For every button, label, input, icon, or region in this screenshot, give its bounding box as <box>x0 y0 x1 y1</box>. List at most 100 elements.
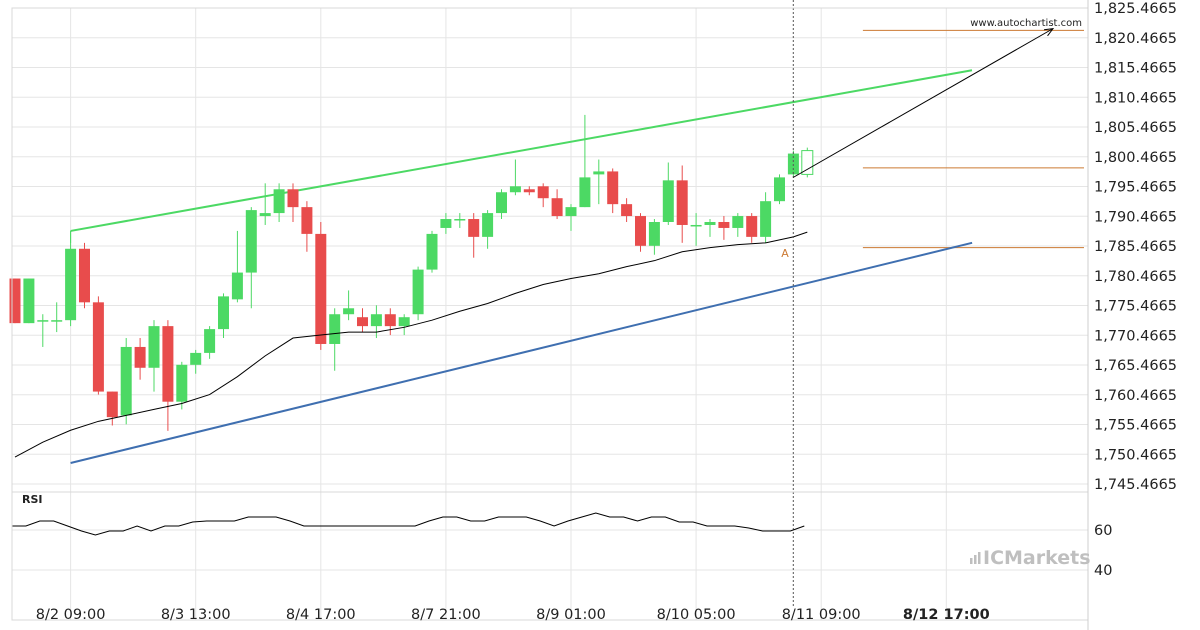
bullish-candle <box>412 269 424 315</box>
moving-average-layer <box>14 231 808 458</box>
bullish-candle <box>760 201 772 237</box>
bearish-candle <box>621 204 633 217</box>
price-tick-label: 1,785.4665 <box>1094 239 1177 255</box>
rsi-line <box>12 512 805 536</box>
bearish-candle <box>287 189 299 208</box>
projection-arrow-head <box>1044 27 1055 37</box>
time-tick-label: 8/3 13:00 <box>161 607 231 623</box>
grid-layer <box>12 7 1088 620</box>
bearish-candle <box>468 219 480 237</box>
bullish-candle <box>482 213 494 237</box>
bullish-candle <box>774 177 785 202</box>
price-axis: 1,825.4665 1,820.4665 1,815.4665 1,810.4665… <box>1094 1 1177 579</box>
price-tick-label: 1,770.4665 <box>1094 328 1177 344</box>
moving-average-line <box>14 231 808 458</box>
bullish-candle <box>329 314 341 344</box>
bullish-candle <box>565 207 577 217</box>
bullish-candle <box>190 352 202 365</box>
price-tick-label: 1,795.4665 <box>1094 180 1177 196</box>
bearish-candle <box>718 222 730 228</box>
price-tick-label: 1,790.4665 <box>1094 209 1177 225</box>
bullish-candle <box>176 364 188 402</box>
watermark-text: www.autochartist.com <box>970 18 1082 29</box>
bearish-candle <box>551 198 563 217</box>
bullish-candle <box>51 320 63 322</box>
bearish-candle <box>357 317 368 327</box>
trend-lines <box>70 69 973 464</box>
current-candle <box>801 150 814 175</box>
time-tick-label: 8/10 05:00 <box>657 607 736 623</box>
rsi-grid-layer <box>12 529 1088 571</box>
price-tick-label: 1,815.4665 <box>1094 61 1177 77</box>
bearish-candle <box>676 180 688 225</box>
bullish-candle <box>704 222 716 225</box>
rsi-title: RSI <box>22 493 43 506</box>
pattern-point-label: A <box>781 247 789 260</box>
bullish-candle <box>454 219 466 221</box>
time-tick-label: 8/7 21:00 <box>411 607 481 623</box>
bearish-candle <box>537 186 549 199</box>
bullish-candle <box>440 219 452 228</box>
bearish-candle <box>134 346 146 368</box>
bullish-candle <box>370 314 382 327</box>
time-tick-label: 8/4 17:00 <box>286 607 356 623</box>
bearish-candle <box>635 216 646 246</box>
bullish-candle <box>426 233 438 270</box>
price-tick-label: 1,805.4665 <box>1094 120 1177 136</box>
bearish-candle <box>384 314 396 327</box>
support-trendline <box>70 241 973 464</box>
time-tick-label: 8/11 09:00 <box>782 607 861 623</box>
plot-frame <box>11 7 1089 621</box>
marker-layer: A <box>781 0 1055 608</box>
bullish-candle <box>231 272 243 300</box>
bullish-candle <box>37 320 49 322</box>
brand-name: ICMarkets <box>983 547 1091 569</box>
time-tick-label: 8/2 09:00 <box>36 607 106 623</box>
price-tick-label: 1,780.4665 <box>1094 269 1177 285</box>
bullish-candle <box>120 346 132 416</box>
bullish-candle <box>148 326 160 368</box>
bullish-candle <box>509 186 521 193</box>
bearish-candle <box>523 189 535 193</box>
bullish-candle <box>204 329 216 353</box>
bullish-candle <box>732 216 744 228</box>
time-tick-label: 8/9 01:00 <box>536 607 606 623</box>
rsi-layer <box>12 512 805 536</box>
price-tick-label: 1,755.4665 <box>1094 418 1177 434</box>
bullish-candle <box>593 171 605 175</box>
brand-logo: ICMarkets <box>970 547 1091 569</box>
resistance-trendline <box>70 69 973 232</box>
bearish-candle <box>79 248 90 303</box>
price-tick-label: 1,825.4665 <box>1094 1 1177 17</box>
bearish-candle <box>315 233 327 344</box>
time-axis: 8/2 09:00 8/3 13:00 8/4 17:00 8/7 21:00 8/9 … <box>36 607 990 623</box>
price-tick-label: 1,745.4665 <box>1094 477 1177 493</box>
bearish-candle <box>607 171 619 205</box>
bullish-candle <box>398 317 410 327</box>
bullish-candle <box>648 222 660 246</box>
price-tick-label: 1,800.4665 <box>1094 150 1177 166</box>
price-tick-label: 1,765.4665 <box>1094 358 1177 374</box>
bearish-candle <box>162 326 174 402</box>
bullish-candle <box>690 224 702 227</box>
bearish-candle <box>106 391 118 418</box>
bearish-candle <box>92 302 104 392</box>
projection-arrow-line <box>793 28 1054 178</box>
bearish-candle <box>301 207 313 234</box>
price-tick-label: 1,760.4665 <box>1094 388 1177 404</box>
rsi-tick-label: 40 <box>1094 563 1112 579</box>
brand-bars-icon <box>970 552 981 564</box>
bullish-candle <box>273 189 285 214</box>
price-tick-label: 1,775.4665 <box>1094 299 1177 315</box>
price-levels <box>862 29 1084 249</box>
bullish-candle <box>787 153 799 175</box>
price-tick-label: 1,820.4665 <box>1094 31 1177 47</box>
bullish-candle <box>579 177 591 208</box>
bullish-candle <box>218 296 229 330</box>
bullish-candle <box>259 213 271 217</box>
bearish-candle <box>9 278 21 324</box>
bullish-candle <box>245 210 257 273</box>
bullish-candle <box>23 278 35 324</box>
time-tick-label: 8/12 17:00 <box>903 607 990 623</box>
rsi-tick-label: 60 <box>1094 523 1112 539</box>
